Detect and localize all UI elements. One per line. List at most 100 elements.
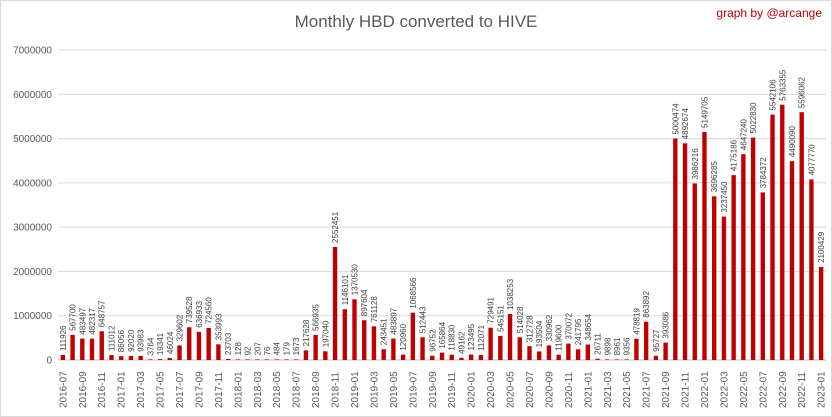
- bar: [507, 314, 513, 360]
- data-label: 5022830: [749, 102, 758, 134]
- data-label: 207: [253, 342, 262, 356]
- bar: [80, 338, 85, 360]
- data-label: 120960: [399, 323, 408, 350]
- bar: [478, 355, 484, 360]
- x-tick-label: 2017-09: [194, 371, 205, 408]
- bar: [721, 216, 727, 360]
- bar: [673, 138, 678, 360]
- data-label: 636933: [195, 301, 204, 328]
- bar: [692, 183, 697, 360]
- bar: [546, 345, 552, 360]
- x-tick-label: 2018-05: [272, 371, 283, 408]
- data-label: 724560: [205, 297, 214, 324]
- x-tick-label: 2020-09: [544, 371, 555, 408]
- bar: [818, 266, 824, 360]
- bar: [342, 309, 347, 360]
- bar: [741, 154, 746, 360]
- bar: [245, 359, 250, 360]
- x-tick-label: 2016-09: [78, 371, 89, 408]
- bar: [527, 346, 532, 360]
- data-label: 193504: [535, 320, 544, 347]
- data-label: 23703: [224, 332, 233, 355]
- data-label: 118830: [448, 324, 457, 351]
- bar: [449, 354, 454, 360]
- data-label: 123495: [467, 323, 476, 350]
- x-tick-label: 2019-07: [408, 371, 419, 408]
- data-label: 76: [263, 346, 272, 355]
- y-tick-label: 2000000: [13, 267, 52, 278]
- x-tick-label: 2022-09: [778, 371, 789, 408]
- data-label: 96752: [428, 329, 437, 352]
- data-label: 92020: [127, 329, 136, 352]
- bar: [770, 114, 775, 360]
- bar: [585, 344, 591, 360]
- data-label: 1146101: [341, 274, 350, 305]
- data-label: 9356: [623, 337, 632, 355]
- data-label: 393086: [662, 311, 671, 338]
- x-tick-label: 2018-09: [311, 371, 322, 408]
- data-label: 3784372: [759, 157, 768, 189]
- bar: [575, 349, 581, 360]
- data-label: 49162: [457, 331, 466, 354]
- bar: [128, 355, 134, 360]
- data-label: 4077770: [807, 144, 816, 176]
- x-tick-label: 2022-11: [797, 372, 808, 408]
- bar: [789, 161, 795, 360]
- x-tick-label: 2018-11: [331, 372, 342, 408]
- data-label: 312728: [525, 315, 534, 342]
- bar: [702, 131, 707, 360]
- y-tick-label: 0: [46, 356, 52, 367]
- y-tick-label: 7000000: [13, 46, 52, 57]
- data-label: 8961: [613, 337, 622, 355]
- data-label: 729491: [487, 296, 496, 323]
- x-tick-label: 2017-11: [214, 372, 225, 408]
- data-label: 26711: [594, 333, 603, 355]
- bar: [109, 355, 114, 360]
- x-tick-label: 2021-01: [583, 371, 594, 408]
- bar: [157, 359, 163, 360]
- bar: [634, 338, 639, 360]
- data-label: 1038253: [506, 278, 515, 310]
- data-label: 329602: [176, 314, 185, 341]
- x-tick-label: 2018-01: [233, 371, 244, 408]
- data-label: 566935: [312, 304, 321, 331]
- x-tick-label: 2016-07: [58, 371, 69, 408]
- data-label: 483497: [78, 307, 87, 334]
- bar: [293, 359, 299, 360]
- x-tick-label: 2019-01: [350, 371, 361, 408]
- x-tick-label: 2016-11: [97, 372, 108, 408]
- bar: [439, 352, 445, 360]
- data-label: 863892: [642, 290, 651, 317]
- bar: [313, 334, 318, 360]
- x-tick-label: 2021-11: [681, 372, 692, 408]
- bar: [60, 355, 66, 360]
- data-label: 5596062: [798, 76, 807, 108]
- bar: [517, 337, 522, 360]
- data-label: 5763355: [778, 69, 787, 101]
- bar: [225, 358, 231, 360]
- data-label: 9898: [603, 337, 612, 355]
- bar: [177, 345, 182, 360]
- data-label: 478819: [632, 308, 641, 335]
- data-label: 95727: [652, 329, 661, 352]
- data-label: 5000474: [671, 103, 680, 135]
- x-tick-label: 2021-07: [642, 371, 653, 408]
- data-label: 514028: [516, 306, 525, 333]
- bar: [760, 192, 765, 360]
- bar: [556, 354, 561, 360]
- data-label: 2100429: [817, 231, 826, 263]
- data-label: 567700: [69, 304, 78, 331]
- bar: [410, 312, 416, 360]
- bar: [614, 359, 620, 360]
- bar: [303, 350, 309, 360]
- bar: [99, 331, 104, 360]
- data-label: 86056: [117, 329, 126, 352]
- data-label: 179: [282, 342, 291, 356]
- data-label: 761128: [370, 296, 379, 323]
- x-tick-label: 2020-03: [486, 371, 497, 408]
- chart-title: Monthly HBD converted to HIVE: [294, 12, 538, 31]
- data-label: 4490090: [788, 125, 797, 157]
- bar: [187, 327, 192, 360]
- x-tick-label: 2017-05: [156, 371, 167, 408]
- data-label: 5542106: [769, 79, 778, 111]
